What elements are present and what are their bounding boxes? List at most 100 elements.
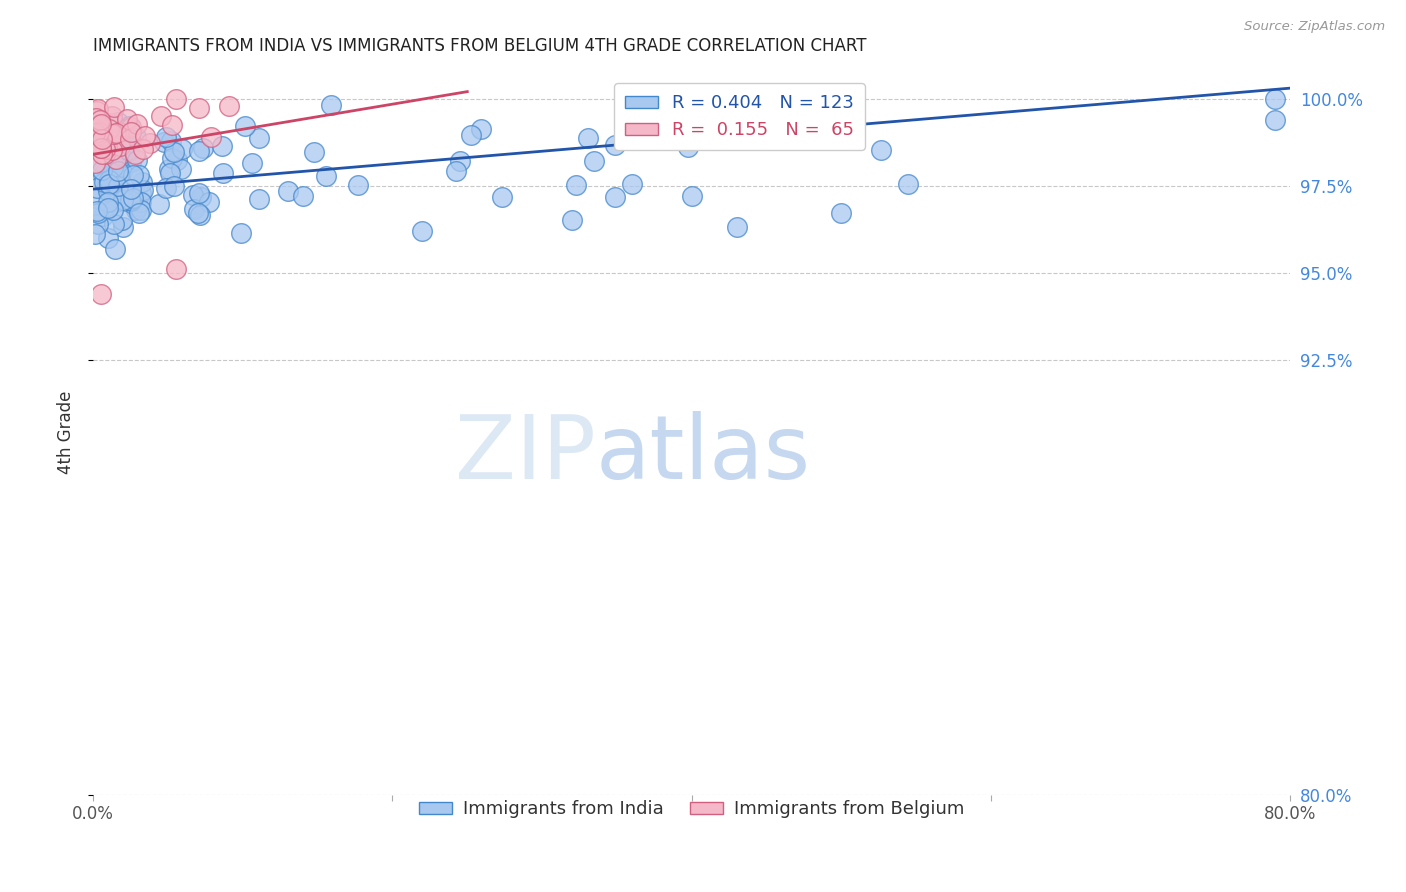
Point: [120, 132, 142, 146]
Point: [87, 138, 110, 153]
Point: [103, 134, 125, 148]
Point: [125, 129, 148, 144]
Point: [94, 147, 117, 161]
Point: [89, 122, 111, 136]
Point: [491, 190, 513, 204]
Point: [87, 217, 110, 231]
Point: [1264, 113, 1286, 128]
Point: [117, 143, 139, 157]
Point: [132, 141, 155, 155]
Point: [211, 139, 233, 153]
Point: [83, 136, 105, 151]
Point: [105, 126, 128, 140]
Point: [107, 143, 129, 157]
Point: [87, 131, 110, 145]
Point: [98, 152, 121, 166]
Point: [89, 121, 111, 136]
Point: [84, 122, 107, 136]
Point: [91, 210, 114, 224]
Point: [120, 125, 142, 139]
Point: [681, 188, 703, 202]
Point: [111, 193, 134, 207]
Point: [162, 151, 184, 165]
Point: [83, 120, 105, 135]
Point: [869, 143, 891, 157]
Point: [90, 132, 112, 146]
Point: [460, 128, 482, 143]
Point: [157, 162, 180, 177]
Point: [131, 175, 153, 189]
Point: [90, 286, 112, 301]
Point: [897, 177, 920, 191]
Point: [117, 130, 139, 145]
Point: [576, 130, 599, 145]
Point: [90, 133, 112, 147]
Point: [170, 142, 193, 156]
Point: [187, 206, 209, 220]
Point: [83, 227, 105, 241]
Point: [148, 196, 170, 211]
Point: [187, 186, 209, 200]
Legend: Immigrants from India, Immigrants from Belgium: Immigrants from India, Immigrants from B…: [412, 793, 972, 825]
Point: [159, 166, 181, 180]
Point: [97, 194, 120, 209]
Point: [83, 120, 105, 134]
Point: [229, 226, 252, 240]
Text: Source: ZipAtlas.com: Source: ZipAtlas.com: [1244, 20, 1385, 33]
Point: [91, 128, 114, 143]
Point: [128, 169, 150, 183]
Point: [101, 108, 124, 122]
Point: [110, 138, 132, 153]
Point: [91, 147, 114, 161]
Point: [181, 188, 204, 202]
Point: [89, 138, 111, 153]
Point: [191, 141, 214, 155]
Point: [101, 185, 124, 199]
Point: [103, 242, 125, 256]
Point: [830, 206, 852, 220]
Y-axis label: 4th Grade: 4th Grade: [58, 391, 75, 475]
Point: [107, 115, 129, 129]
Point: [127, 199, 149, 213]
Point: [115, 122, 138, 136]
Point: [561, 213, 583, 227]
Point: [107, 191, 129, 205]
Point: [277, 184, 299, 198]
Point: [104, 189, 127, 203]
Point: [233, 119, 256, 133]
Text: ZIP: ZIP: [456, 411, 596, 498]
Point: [187, 144, 209, 158]
Point: [187, 101, 209, 115]
Point: [153, 135, 176, 149]
Point: [122, 191, 145, 205]
Point: [200, 129, 222, 144]
Point: [110, 213, 132, 227]
Point: [84, 126, 107, 140]
Point: [103, 160, 125, 174]
Point: [291, 189, 314, 203]
Point: [155, 130, 177, 145]
Point: [801, 128, 824, 143]
Point: [103, 153, 125, 167]
Point: [134, 129, 156, 144]
Point: [165, 262, 187, 277]
Point: [120, 194, 142, 208]
Point: [108, 125, 131, 139]
Point: [117, 145, 139, 159]
Point: [96, 138, 118, 153]
Point: [89, 113, 111, 128]
Point: [90, 141, 112, 155]
Point: [96, 178, 118, 193]
Point: [807, 122, 830, 136]
Point: [93, 175, 115, 189]
Point: [247, 192, 270, 206]
Point: [107, 164, 129, 178]
Point: [87, 103, 110, 117]
Point: [105, 152, 128, 166]
Point: [411, 224, 433, 238]
Point: [103, 151, 125, 165]
Point: [107, 179, 129, 194]
Point: [94, 136, 117, 150]
Point: [96, 148, 118, 162]
Point: [94, 142, 117, 156]
